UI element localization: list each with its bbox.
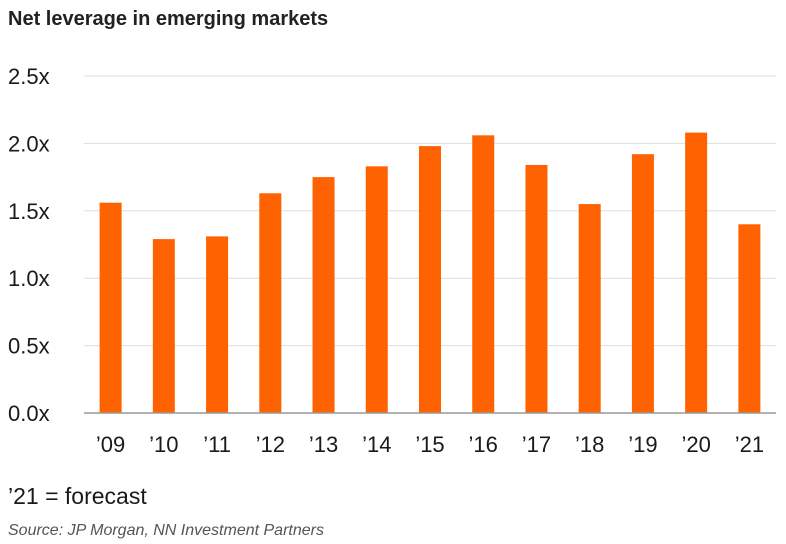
y-tick-label: 1.5x — [8, 199, 50, 224]
bar — [312, 177, 335, 413]
bar — [259, 193, 282, 413]
bar — [631, 154, 654, 413]
x-tick-label: ’19 — [628, 432, 657, 457]
y-tick-label: 1.0x — [8, 266, 50, 291]
x-tick-label: ’14 — [362, 432, 391, 457]
x-tick-label: ’20 — [681, 432, 710, 457]
y-axis-ticks: 0.0x 0.5x 1.0x 1.5x 2.0x 2.5x — [8, 64, 50, 426]
x-tick-label: ’16 — [469, 432, 498, 457]
bar — [99, 202, 122, 413]
bar — [365, 166, 388, 413]
x-tick-label: ’13 — [309, 432, 338, 457]
x-axis-ticks: ’09 ’10 ’11 ’12 ’13 ’14 ’15 ’16 ’17 ’18 ’19 ’20 ’21 — [96, 432, 764, 457]
bar — [152, 239, 175, 413]
y-tick-label: 0.0x — [8, 401, 50, 426]
x-tick-label: ’15 — [415, 432, 444, 457]
x-tick-label: ’12 — [256, 432, 285, 457]
bars — [99, 132, 761, 413]
x-tick-label: ’10 — [149, 432, 178, 457]
source-note: Source: JP Morgan, NN Investment Partner… — [8, 522, 324, 539]
x-tick-label: ’21 — [735, 432, 764, 457]
y-tick-label: 2.0x — [8, 131, 50, 156]
x-tick-label: ’09 — [96, 432, 125, 457]
bar — [738, 224, 761, 413]
x-tick-label: ’11 — [203, 432, 231, 457]
x-tick-label: ’17 — [522, 432, 551, 457]
bar — [419, 146, 441, 413]
chart-title: Net leverage in emerging markets — [8, 8, 329, 30]
forecast-note: ’21 = forecast — [8, 483, 147, 509]
bar — [206, 236, 229, 413]
bar-chart: 0.0x 0.5x 1.0x 1.5x 2.0x 2.5x ’09 ’10 ’11 ’12 ’13… — [8, 64, 776, 457]
bar — [685, 132, 708, 413]
bar — [472, 135, 495, 413]
y-tick-label: 2.5x — [8, 64, 50, 89]
bar — [525, 164, 548, 413]
bar — [578, 204, 601, 413]
y-tick-label: 0.5x — [8, 334, 50, 359]
x-tick-label: ’18 — [575, 432, 604, 457]
